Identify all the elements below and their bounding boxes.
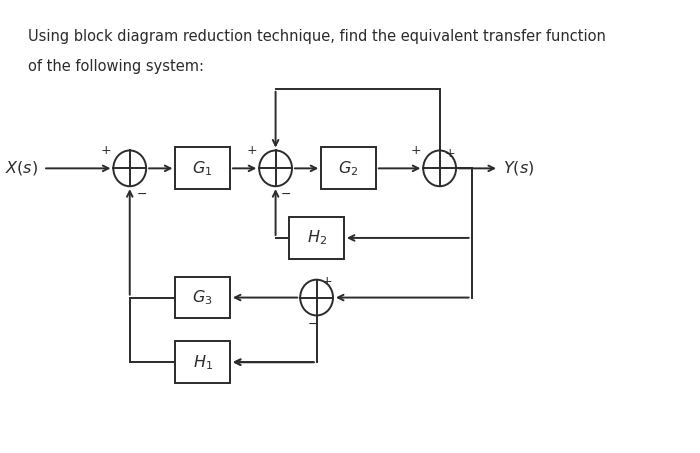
Text: −: −: [137, 188, 148, 201]
Text: +: +: [101, 144, 111, 157]
Bar: [289, 217, 344, 259]
Circle shape: [113, 150, 146, 186]
Bar: [321, 148, 376, 189]
Circle shape: [300, 280, 333, 315]
Bar: [175, 341, 230, 383]
Text: +: +: [411, 144, 421, 157]
Text: −: −: [281, 188, 291, 201]
Text: +: +: [246, 144, 258, 157]
Text: $G_2$: $G_2$: [338, 159, 358, 178]
Bar: [175, 277, 230, 318]
Bar: [175, 148, 230, 189]
Text: −: −: [308, 318, 318, 330]
Text: $Y(s)$: $Y(s)$: [503, 159, 535, 178]
Text: $G_1$: $G_1$: [193, 159, 213, 178]
Circle shape: [259, 150, 292, 186]
Text: +: +: [445, 148, 456, 160]
Text: of the following system:: of the following system:: [28, 59, 204, 74]
Text: $H_2$: $H_2$: [307, 229, 327, 247]
Text: Using block diagram reduction technique, find the equivalent transfer function: Using block diagram reduction technique,…: [28, 29, 606, 44]
Text: $G_3$: $G_3$: [193, 288, 213, 307]
Text: $H_1$: $H_1$: [193, 353, 213, 371]
Circle shape: [424, 150, 456, 186]
Text: +: +: [322, 275, 332, 288]
Text: $X(s)$: $X(s)$: [6, 159, 38, 178]
